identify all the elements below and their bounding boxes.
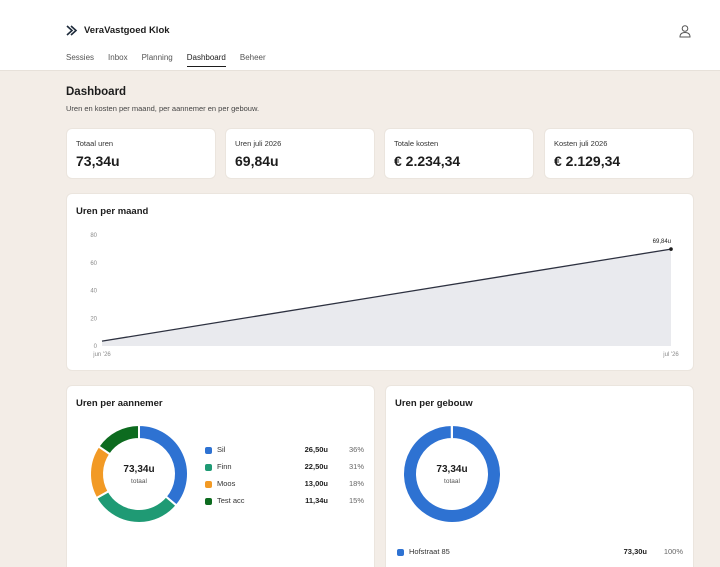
legend-label: Moos bbox=[217, 479, 236, 488]
legend-label: Finn bbox=[217, 462, 232, 471]
donut-slice[interactable] bbox=[97, 423, 140, 456]
stat-label: Totale kosten bbox=[394, 139, 439, 148]
y-tick-label: 80 bbox=[90, 233, 97, 239]
legend-swatch bbox=[205, 481, 212, 488]
legend-item: Moos 13,00u 18% bbox=[205, 479, 364, 491]
legend-label: Sil bbox=[217, 445, 226, 454]
series-line bbox=[101, 248, 672, 342]
stat-card-month-costs: Kosten juli 2026 € 2.129,34 bbox=[544, 128, 694, 179]
donut-center-label: totaal bbox=[131, 478, 147, 485]
legend-percent: 100% bbox=[663, 547, 683, 556]
stat-card-total-costs: Totale kosten € 2.234,34 bbox=[384, 128, 534, 179]
data-label: 69,84u bbox=[653, 239, 671, 245]
nav-item-planning[interactable]: Planning bbox=[141, 53, 173, 62]
nav-item-sessies[interactable]: Sessies bbox=[66, 53, 95, 62]
legend-percent: 36% bbox=[348, 445, 364, 454]
y-tick-label: 60 bbox=[90, 261, 97, 267]
app-name: VeraVastgoed Klok bbox=[84, 25, 170, 36]
donut-center-label: totaal bbox=[444, 478, 460, 485]
data-point[interactable] bbox=[669, 247, 673, 251]
brand[interactable]: VeraVastgoed Klok bbox=[66, 25, 170, 36]
top-header: VeraVastgoed Klok Sessies Inbox Planning… bbox=[0, 0, 720, 71]
nav-item-beheer[interactable]: Beheer bbox=[239, 53, 266, 62]
x-tick-label: jul '26 bbox=[662, 352, 679, 358]
legend-value: 13,00u bbox=[304, 479, 328, 488]
nav-item-dashboard[interactable]: Dashboard bbox=[186, 53, 226, 67]
hours-per-month-chart: 0 20 40 60 80 jun '26 jul '26 69,84u bbox=[90, 233, 679, 358]
page-subtitle: Uren en kosten per maand, per aannemer e… bbox=[66, 104, 260, 113]
user-icon[interactable] bbox=[678, 24, 692, 38]
stat-label: Totaal uren bbox=[76, 139, 114, 148]
legend-swatch bbox=[205, 447, 212, 454]
legend-label: Test acc bbox=[217, 496, 245, 505]
legend-value: 26,50u bbox=[304, 445, 328, 454]
stat-value: € 2.129,34 bbox=[554, 153, 621, 169]
legend-percent: 18% bbox=[348, 479, 364, 488]
donut-center-value: 73,34u bbox=[436, 464, 468, 475]
donut-center-value: 73,34u bbox=[123, 464, 155, 475]
legend-swatch bbox=[205, 464, 212, 471]
chart-title: Uren per aannemer bbox=[76, 398, 163, 409]
contractor-donut-chart bbox=[89, 423, 189, 524]
stat-card-month-hours: Uren juli 2026 69,84u bbox=[225, 128, 375, 179]
stat-value: 73,34u bbox=[76, 153, 120, 169]
legend-label: Hofstraat 85 bbox=[409, 547, 450, 556]
area-fill bbox=[102, 249, 671, 346]
legend-item: Hofstraat 85 73,30u 100% bbox=[397, 547, 683, 559]
legend-swatch bbox=[205, 498, 212, 505]
brand-logo-icon bbox=[66, 25, 78, 36]
legend-swatch bbox=[397, 549, 404, 556]
hours-per-month-card: Uren per maand 0 20 40 60 80 jun '26 jul '26 69… bbox=[66, 193, 694, 371]
donut-slice[interactable] bbox=[89, 444, 112, 500]
stat-label: Uren juli 2026 bbox=[235, 139, 282, 148]
legend-item: Test acc 11,34u 15% bbox=[205, 496, 364, 508]
legend-percent: 15% bbox=[348, 496, 364, 505]
main-nav: Sessies Inbox Planning Dashboard Beheer bbox=[66, 53, 266, 67]
hours-per-building-card: Uren per gebouw 73,34u totaal Hofstraat … bbox=[385, 385, 694, 567]
nav-item-inbox[interactable]: Inbox bbox=[108, 53, 128, 62]
chart-title: Uren per gebouw bbox=[395, 398, 473, 409]
stat-value: € 2.234,34 bbox=[394, 153, 461, 169]
legend-value: 11,34u bbox=[305, 496, 328, 505]
chart-title: Uren per maand bbox=[76, 206, 149, 217]
legend-percent: 31% bbox=[348, 462, 364, 471]
legend-item: Finn 22,50u 31% bbox=[205, 462, 364, 474]
legend-value: 22,50u bbox=[304, 462, 328, 471]
y-tick-label: 20 bbox=[90, 316, 97, 322]
hours-per-contractor-card: Uren per aannemer 73,34u totaal Sil 26,50… bbox=[66, 385, 375, 567]
y-tick-label: 0 bbox=[94, 344, 98, 350]
building-donut-chart bbox=[402, 423, 502, 524]
stat-label: Kosten juli 2026 bbox=[554, 139, 608, 148]
stat-card-total-hours: Totaal uren 73,34u bbox=[66, 128, 216, 179]
donut-slice[interactable] bbox=[94, 489, 178, 524]
page-title: Dashboard bbox=[66, 86, 127, 98]
legend-item: Sil 26,50u 36% bbox=[205, 445, 364, 457]
x-tick-label: jun '26 bbox=[92, 352, 111, 358]
y-tick-label: 40 bbox=[90, 289, 97, 295]
donut-slice[interactable] bbox=[402, 423, 502, 524]
stat-value: 69,84u bbox=[235, 153, 279, 169]
legend-value: 73,30u bbox=[623, 547, 647, 556]
